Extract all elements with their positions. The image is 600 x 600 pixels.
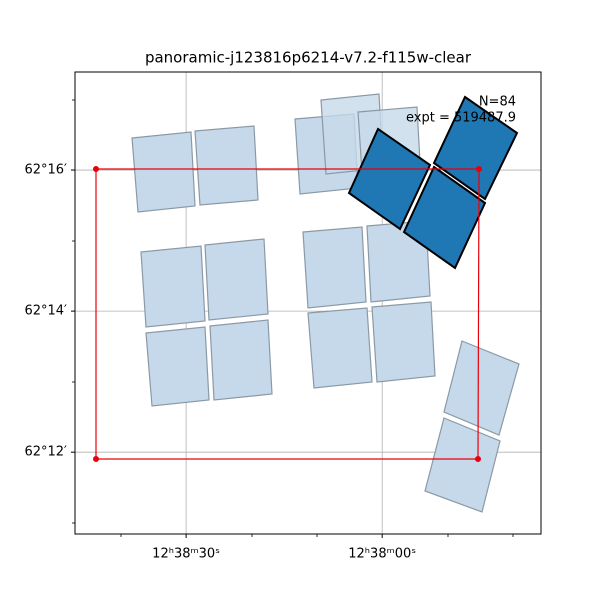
- footprint: [366, 220, 431, 303]
- footprint: [194, 125, 259, 206]
- footprint: [209, 319, 273, 401]
- annotation: expt = 519487.9: [406, 111, 516, 126]
- footprint: [140, 245, 206, 328]
- footprint: [424, 417, 501, 513]
- footprint: [371, 301, 436, 383]
- x-tick-label: 12ʰ38ᵐ30ˢ: [152, 547, 220, 562]
- region-corner: [93, 166, 99, 172]
- footprint: [307, 307, 373, 389]
- footprint-highlight: [347, 127, 432, 231]
- footprint-highlight: [402, 165, 487, 270]
- region-corner: [475, 456, 481, 462]
- region-corner: [93, 456, 99, 462]
- footprint: [204, 238, 269, 321]
- footprints: [131, 93, 520, 513]
- plot-frame: [74, 71, 542, 535]
- chart-title: panoramic-j123816p6214-v7.2-f115w-clear: [145, 49, 472, 67]
- y-tick-label: 62°16′: [24, 163, 67, 178]
- annotation: N=84: [479, 95, 516, 110]
- footprint-highlight: [432, 95, 519, 201]
- footprint: [145, 326, 210, 407]
- y-tick-label: 62°12′: [24, 445, 67, 460]
- footprint: [302, 226, 367, 309]
- footprint: [443, 340, 520, 436]
- footprint: [131, 131, 196, 213]
- region-corner: [476, 166, 482, 172]
- region: [93, 166, 482, 462]
- y-tick-label: 62°14′: [24, 304, 67, 319]
- x-tick-label: 12ʰ38ᵐ00ˢ: [348, 547, 416, 562]
